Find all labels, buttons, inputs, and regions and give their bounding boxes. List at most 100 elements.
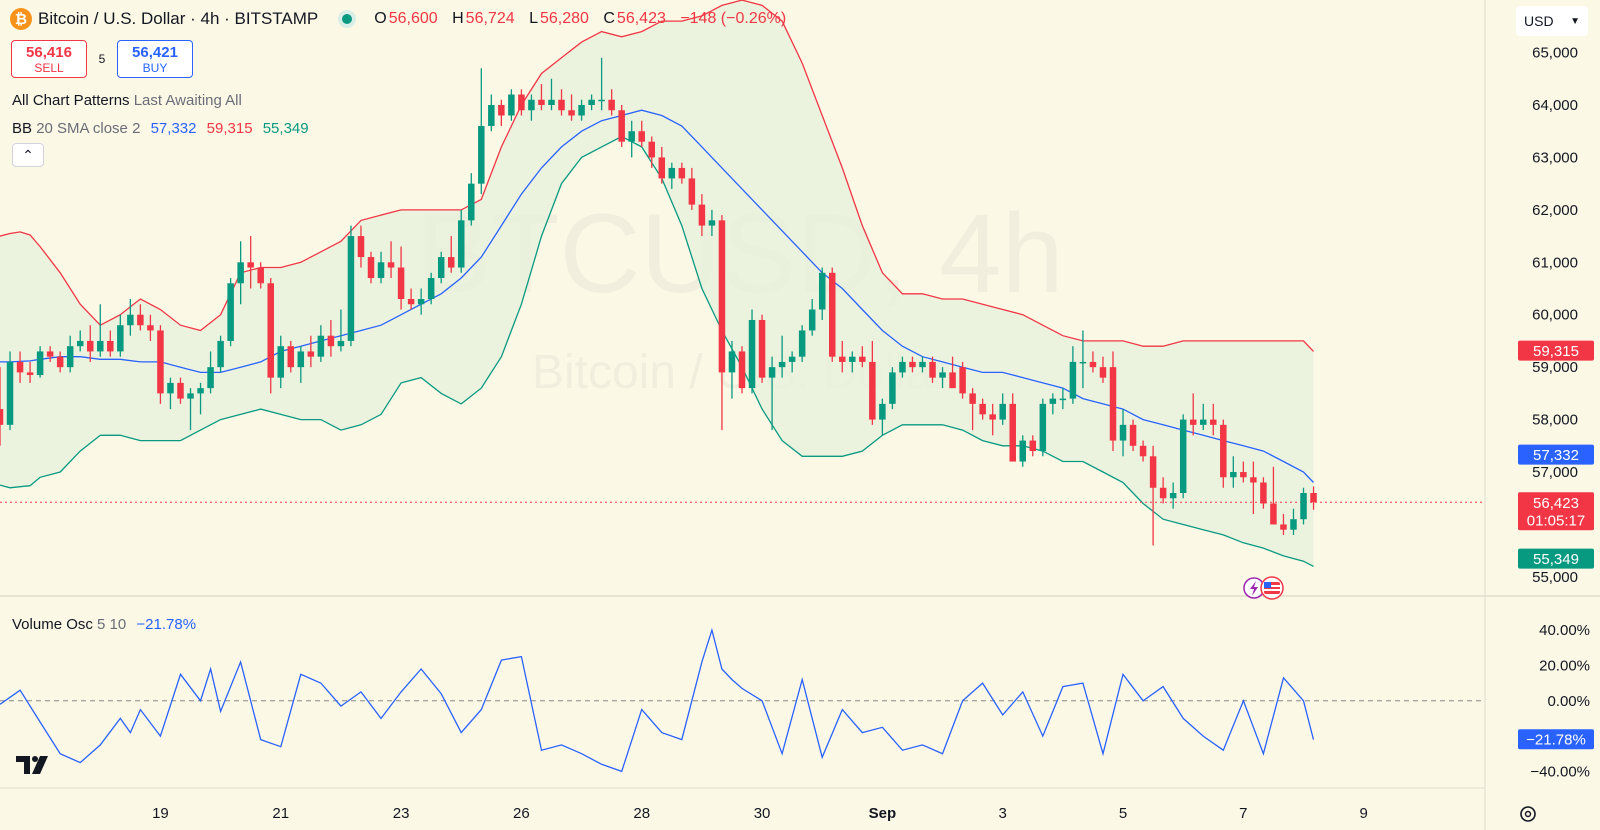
price-change: −148 (−0.26%)	[680, 10, 787, 27]
candle-body	[528, 99, 535, 111]
currency-selector[interactable]: USD ▼	[1516, 6, 1588, 36]
candle-body	[447, 257, 455, 268]
tradingview-logo[interactable]	[16, 754, 56, 776]
candle-body	[0, 409, 4, 425]
settings-icon[interactable]	[1512, 802, 1544, 826]
candle-body	[658, 157, 666, 179]
candle-body	[26, 372, 34, 376]
bb-upper-line	[0, 0, 1314, 352]
symbol-title[interactable]: Bitcoin / U.S. Dollar · 4h · BITSTAMP	[38, 9, 319, 28]
candle	[1089, 351, 1097, 373]
candle	[207, 351, 214, 394]
time-tick-label: 26	[513, 805, 530, 822]
time-tick-label: 9	[1360, 805, 1368, 822]
candle	[608, 89, 615, 116]
candle-body	[1270, 503, 1277, 525]
bb-legend[interactable]: BB 20 SMA close 2 57,332 59,315 55,349	[12, 120, 309, 137]
candle-body	[107, 340, 114, 352]
candle-body	[97, 340, 104, 352]
candle	[1049, 393, 1057, 415]
bollinger-band-fill	[0, 0, 1314, 567]
sell-label: SELL	[34, 60, 64, 75]
candle-body	[257, 267, 264, 284]
candle	[548, 78, 555, 111]
candle-body	[498, 105, 505, 116]
bb-lower-value: 55,349	[262, 120, 309, 137]
candle	[939, 367, 946, 389]
price-axis[interactable]: 55,000 57,000 58,000 59,000 60,000 61,000 62,0…	[1530, 45, 1590, 781]
candle-body	[979, 403, 986, 415]
candle-body	[949, 372, 956, 389]
candle	[568, 94, 575, 121]
candle-body	[437, 257, 445, 279]
candle-body	[548, 99, 555, 105]
candle-body	[788, 356, 796, 362]
candle	[187, 388, 194, 431]
candle-body	[558, 99, 565, 111]
candle	[748, 309, 756, 394]
candle	[76, 330, 84, 352]
osc-tick-label: 20.00%	[1539, 657, 1590, 674]
candle-body	[568, 110, 575, 116]
time-axis[interactable]: 19 21 23 26 28 30 Sep 3 5 7 9	[152, 805, 1368, 822]
candle	[778, 335, 786, 378]
candle	[437, 251, 445, 284]
osc-tick-label: −40.00%	[1530, 763, 1590, 780]
candle	[107, 330, 114, 357]
candle-body	[86, 340, 94, 352]
candle-body	[919, 361, 926, 368]
candle	[337, 309, 345, 352]
volume-osc-value: −21.78%	[136, 616, 197, 633]
candle-body	[518, 94, 525, 111]
candle	[969, 388, 976, 431]
osc-value-badge-label: −21.78%	[1526, 732, 1586, 749]
bb-upper-badge-bg	[1518, 340, 1594, 361]
candle-body	[969, 393, 976, 404]
candle	[46, 346, 54, 362]
bb-basis-value: 57,332	[150, 120, 197, 137]
candle-body	[387, 262, 395, 268]
candle	[127, 299, 134, 336]
buy-button[interactable]: 56,421 BUY	[117, 40, 193, 78]
patterns-legend[interactable]: All Chart Patterns Last Awaiting All	[12, 92, 242, 109]
sell-button[interactable]: 56,416 SELL	[11, 40, 87, 78]
candle-body	[76, 340, 84, 347]
candle-body	[177, 382, 184, 399]
event-icons[interactable]	[1243, 576, 1284, 600]
candle	[648, 136, 656, 168]
bb-basis-badge-label: 57,332	[1533, 447, 1579, 464]
bb-params: 20 SMA close 2	[36, 120, 141, 137]
candle-body	[818, 272, 826, 310]
time-tick-label: 7	[1239, 805, 1247, 822]
candle-body	[1250, 477, 1257, 483]
candle	[1169, 482, 1177, 509]
candle	[508, 89, 515, 121]
candle-body	[1039, 403, 1047, 452]
chevron-up-icon: ⌃	[22, 146, 34, 163]
candle	[678, 162, 686, 184]
price-tick-label: 58,000	[1532, 412, 1578, 429]
candle	[56, 351, 64, 373]
volume-osc-legend[interactable]: Volume Osc 5 10 −21.78%	[12, 616, 196, 633]
volume-osc-layer	[0, 627, 1485, 773]
collapse-legend-button[interactable]: ⌃	[12, 143, 44, 167]
candle	[1210, 403, 1217, 436]
candle-body	[1019, 440, 1027, 462]
candle	[1260, 477, 1267, 509]
bitcoin-icon: ₿	[10, 8, 32, 30]
candle	[718, 215, 726, 431]
candle	[1230, 456, 1237, 488]
candle-body	[56, 356, 64, 368]
candle	[1149, 445, 1157, 546]
candle	[1290, 508, 1297, 535]
candle-body	[6, 361, 14, 425]
candle-body	[638, 131, 645, 142]
candle	[1179, 414, 1187, 499]
candle-body	[849, 356, 856, 362]
candle	[217, 335, 224, 373]
volume-osc-params: 5 10	[97, 616, 127, 633]
osc-tick-label: 0.00%	[1547, 693, 1590, 710]
bollinger-band-layer	[0, 0, 1485, 567]
settings-button[interactable]	[1512, 802, 1544, 826]
